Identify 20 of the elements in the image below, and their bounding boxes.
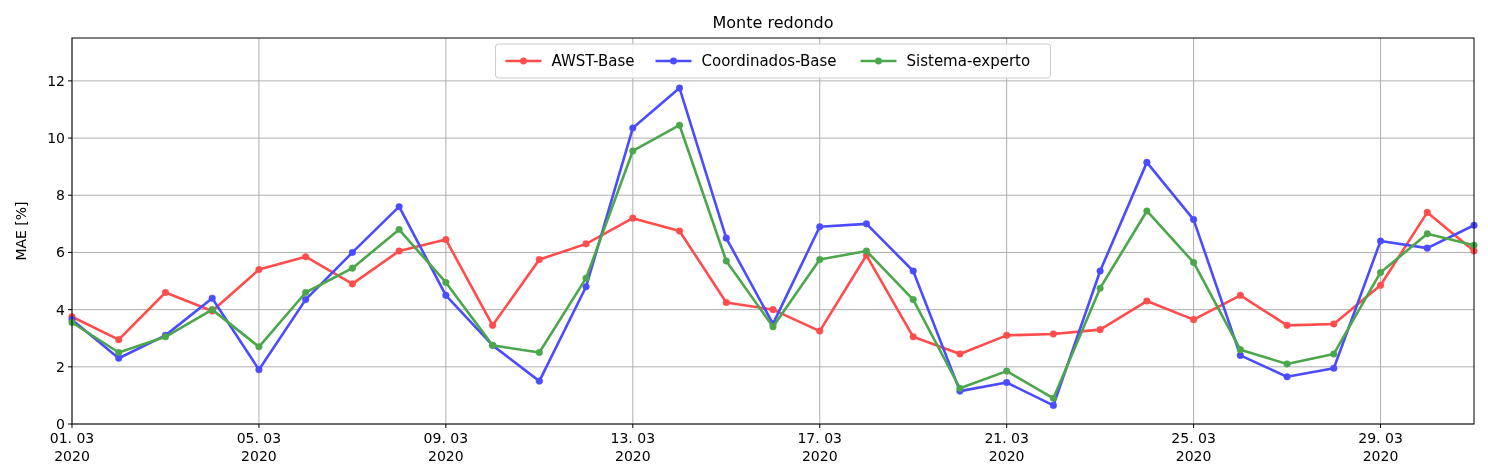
x-tick-label: 05. 03 2020 — [236, 430, 282, 464]
x-tick-label: 29. 03 2020 — [1358, 430, 1403, 464]
y-tick-label: 2 — [56, 358, 65, 375]
y-axis-title: MAE [%] — [13, 201, 29, 261]
y-tick-label: 0 — [56, 415, 65, 432]
y-tick-label: 12 — [47, 72, 65, 89]
y-tick-label: 10 — [47, 129, 65, 146]
y-tick-label: 4 — [56, 301, 66, 318]
legend-label: Coordinados-Base — [701, 52, 837, 71]
x-tick-label: 13. 03 2020 — [610, 430, 656, 464]
x-tick-label: 25. 03 2020 — [1171, 430, 1216, 464]
x-tick-label: 01. 03 2020 — [49, 430, 95, 464]
legend-label: Sistema-experto — [906, 52, 1031, 71]
x-tick-label: 09. 03 2020 — [423, 430, 469, 464]
chart-title: Monte redondo — [712, 13, 834, 32]
y-tick-label: 8 — [56, 187, 65, 204]
y-tick-label: 6 — [56, 244, 66, 261]
x-tick-label: 17. 03 2020 — [797, 430, 842, 464]
legend-label: AWST-Base — [551, 52, 635, 71]
x-tick-label: 21. 03 2020 — [984, 430, 1029, 464]
